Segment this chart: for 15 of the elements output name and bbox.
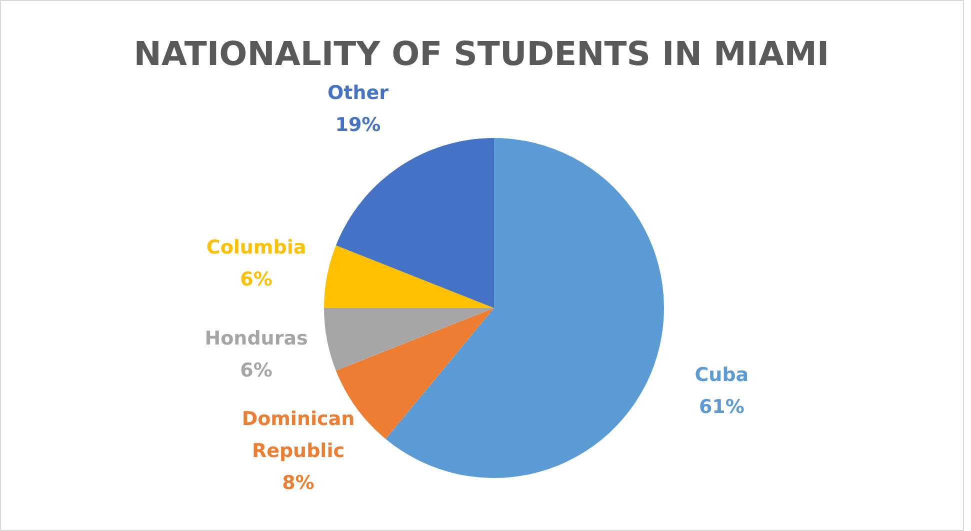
slice-label: Cuba — [694, 364, 749, 386]
data-label: 8% — [282, 472, 314, 494]
data-label: 6% — [240, 359, 272, 382]
pie-slice — [324, 245, 494, 308]
pie-slice — [336, 138, 494, 308]
slice-label: Columbia — [206, 236, 306, 259]
data-label: 6% — [240, 268, 272, 291]
slice-label: Other — [327, 82, 390, 104]
slice-label: Honduras — [204, 327, 308, 350]
data-label: 19% — [335, 114, 381, 136]
pie-slice — [386, 138, 664, 478]
chart-title: NATIONALITY OF STUDENTS IN MIAMI — [134, 34, 830, 73]
pie-slice — [324, 308, 494, 371]
slice-label: Dominican Republic — [242, 408, 355, 462]
data-label: 61% — [698, 396, 744, 418]
